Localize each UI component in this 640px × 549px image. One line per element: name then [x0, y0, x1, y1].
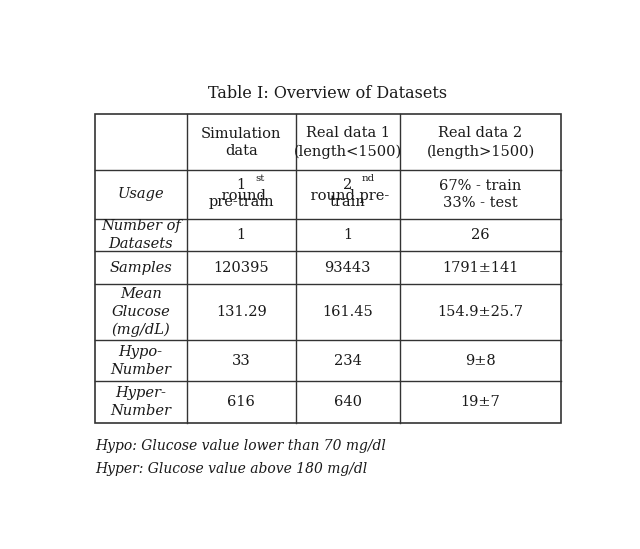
Text: Number of
Datasets: Number of Datasets [101, 219, 180, 251]
Text: 161.45: 161.45 [323, 305, 373, 319]
Text: 1: 1 [343, 228, 353, 242]
Text: 131.29: 131.29 [216, 305, 267, 319]
Text: 1: 1 [237, 178, 246, 192]
Text: train: train [330, 195, 366, 209]
Text: round: round [217, 189, 266, 203]
Text: 67% - train
33% - test: 67% - train 33% - test [439, 178, 522, 210]
Text: Hyper-
Number: Hyper- Number [110, 386, 172, 418]
Text: 640: 640 [334, 395, 362, 410]
Text: Samples: Samples [109, 261, 172, 274]
Text: Real data 2
(length>1500): Real data 2 (length>1500) [426, 126, 534, 159]
Text: 26: 26 [471, 228, 490, 242]
Text: 154.9±25.7: 154.9±25.7 [438, 305, 524, 319]
Text: st: st [255, 174, 264, 183]
Text: Real data 1
(length<1500): Real data 1 (length<1500) [294, 126, 402, 159]
Text: Hypo: Glucose value lower than 70 mg/dl: Hypo: Glucose value lower than 70 mg/dl [95, 439, 386, 453]
Text: 234: 234 [334, 354, 362, 368]
Text: Hyper: Glucose value above 180 mg/dl: Hyper: Glucose value above 180 mg/dl [95, 462, 367, 476]
Text: 616: 616 [227, 395, 255, 410]
Text: Table I: Overview of Datasets: Table I: Overview of Datasets [209, 85, 447, 102]
Text: 33: 33 [232, 354, 251, 368]
Text: Hypo-
Number: Hypo- Number [110, 345, 172, 377]
Bar [95, 115, 561, 423]
Text: 19±7: 19±7 [461, 395, 500, 410]
Text: Usage: Usage [118, 187, 164, 201]
Text: 2: 2 [343, 178, 353, 192]
Text: Simulation
data: Simulation data [201, 126, 282, 158]
Text: pre-train: pre-train [209, 195, 274, 209]
Text: 1: 1 [237, 228, 246, 242]
Text: Mean
Glucose
(mg/dL): Mean Glucose (mg/dL) [111, 287, 170, 337]
Text: 120395: 120395 [213, 261, 269, 274]
Text: round pre-: round pre- [306, 189, 390, 203]
Text: 93443: 93443 [324, 261, 371, 274]
Text: 1791±141: 1791±141 [442, 261, 518, 274]
Text: nd: nd [362, 174, 375, 183]
Text: 9±8: 9±8 [465, 354, 496, 368]
